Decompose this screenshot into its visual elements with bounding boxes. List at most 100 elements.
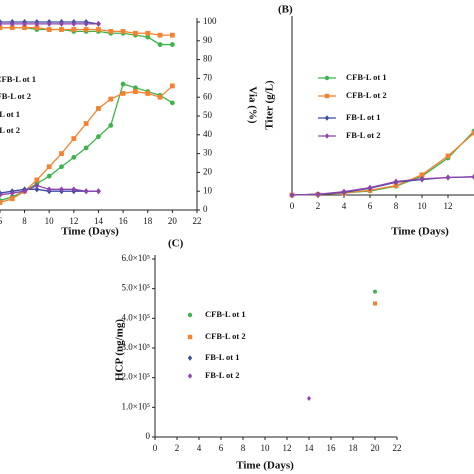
legend-label: CFB-L ot 2 <box>205 331 246 341</box>
marker <box>59 151 64 156</box>
marker <box>393 178 399 185</box>
y-tick-label: 0 <box>203 204 208 214</box>
x-tick-label: 6 <box>0 216 3 226</box>
x-tick-label: 2 <box>316 201 321 211</box>
x-tick-label: 12 <box>283 443 292 453</box>
x-tick-label: 8 <box>22 216 27 226</box>
marker <box>315 191 321 198</box>
y-tick-label: 10 <box>203 185 213 195</box>
y-axis-label: HCP (ng/mg) <box>114 319 126 381</box>
legend-label: CFB-L ot 2 <box>346 90 387 100</box>
marker <box>393 183 399 188</box>
legend-marker <box>324 75 330 81</box>
marker <box>59 20 64 27</box>
x-tick-label: 20 <box>168 216 178 226</box>
marker <box>419 172 425 178</box>
legend-label: CFB-L ot 1 <box>205 309 246 319</box>
marker <box>46 20 52 27</box>
marker <box>120 29 126 34</box>
marker <box>289 192 295 198</box>
legend-label: CFB-L ot 1 <box>346 72 387 82</box>
marker <box>46 164 52 170</box>
marker <box>9 196 15 202</box>
legend-label: FB-L ot 2 <box>205 370 239 380</box>
legend-label: FB-L ot 2 <box>0 125 20 135</box>
marker <box>373 301 377 306</box>
marker <box>169 32 175 38</box>
marker <box>34 182 40 189</box>
marker <box>108 96 114 102</box>
marker <box>169 42 175 47</box>
legend-marker <box>324 133 330 139</box>
marker <box>83 188 89 195</box>
marker <box>145 34 151 40</box>
marker <box>419 175 425 182</box>
x-tick-label: 12 <box>69 216 78 226</box>
marker <box>169 100 175 106</box>
marker <box>157 32 163 38</box>
x-tick-label: 6 <box>368 201 373 211</box>
y-tick-label: 5.0×10⁵ <box>122 283 150 293</box>
legend-label: CFB-L ot 2 <box>0 91 31 101</box>
x-tick-label: 2 <box>175 443 180 453</box>
marker <box>108 29 114 34</box>
marker <box>46 27 52 32</box>
x-tick-label: 12 <box>444 201 453 211</box>
panel-label: (B) <box>278 4 293 16</box>
marker <box>96 134 101 140</box>
marker <box>96 20 101 27</box>
y-tick-label: 20 <box>203 166 213 176</box>
marker <box>120 81 126 87</box>
x-tick-label: 4 <box>342 201 347 211</box>
x-tick-label: 6 <box>219 443 224 453</box>
y-axis-label: Titer (g/L) <box>264 80 276 130</box>
marker <box>471 173 474 180</box>
legend-label: FB-L ot 1 <box>205 352 239 362</box>
marker <box>445 153 451 159</box>
y-tick-label: 0 <box>146 431 151 441</box>
marker <box>46 173 52 179</box>
y-tick-label: 1.0×10⁵ <box>122 401 150 411</box>
legend-marker <box>324 115 330 121</box>
x-tick-label: 14 <box>94 216 104 226</box>
y-tick-label: 50 <box>203 110 213 120</box>
marker <box>145 91 151 96</box>
y-tick-label: 70 <box>203 72 213 82</box>
legend-label: FB-L ot 1 <box>0 109 20 119</box>
series-line <box>291 176 474 196</box>
marker <box>120 91 126 96</box>
marker <box>9 190 15 197</box>
marker <box>0 20 3 27</box>
marker <box>145 30 151 36</box>
y-tick-label: 3.0×10⁵ <box>122 342 150 352</box>
marker <box>59 186 64 193</box>
y-tick-label: 90 <box>203 35 213 45</box>
marker <box>133 89 138 94</box>
marker <box>0 192 3 198</box>
marker <box>9 25 15 31</box>
marker <box>96 27 101 32</box>
marker <box>471 130 474 136</box>
y-tick-label: 6.0×10⁵ <box>122 253 150 263</box>
y-axis-label: Via (%) <box>246 86 258 124</box>
marker <box>71 186 77 193</box>
x-tick-label: 10 <box>418 201 428 211</box>
legend-label: FB-L ot 1 <box>346 112 380 122</box>
marker <box>59 164 64 170</box>
legend-marker <box>187 373 193 379</box>
marker <box>341 188 347 195</box>
x-axis-label: Time (Days) <box>236 460 294 472</box>
x-tick-label: 4 <box>197 443 202 453</box>
marker <box>22 25 27 31</box>
y-tick-label: 30 <box>203 148 213 158</box>
x-tick-label: 8 <box>241 443 246 453</box>
marker <box>83 27 89 32</box>
marker <box>34 177 40 183</box>
y-tick-label: 80 <box>203 54 213 64</box>
marker <box>83 121 89 126</box>
legend-marker <box>324 93 330 99</box>
x-tick-label: 18 <box>349 443 359 453</box>
marker <box>22 20 27 27</box>
marker <box>34 25 40 31</box>
x-tick-label: 0 <box>153 443 158 453</box>
